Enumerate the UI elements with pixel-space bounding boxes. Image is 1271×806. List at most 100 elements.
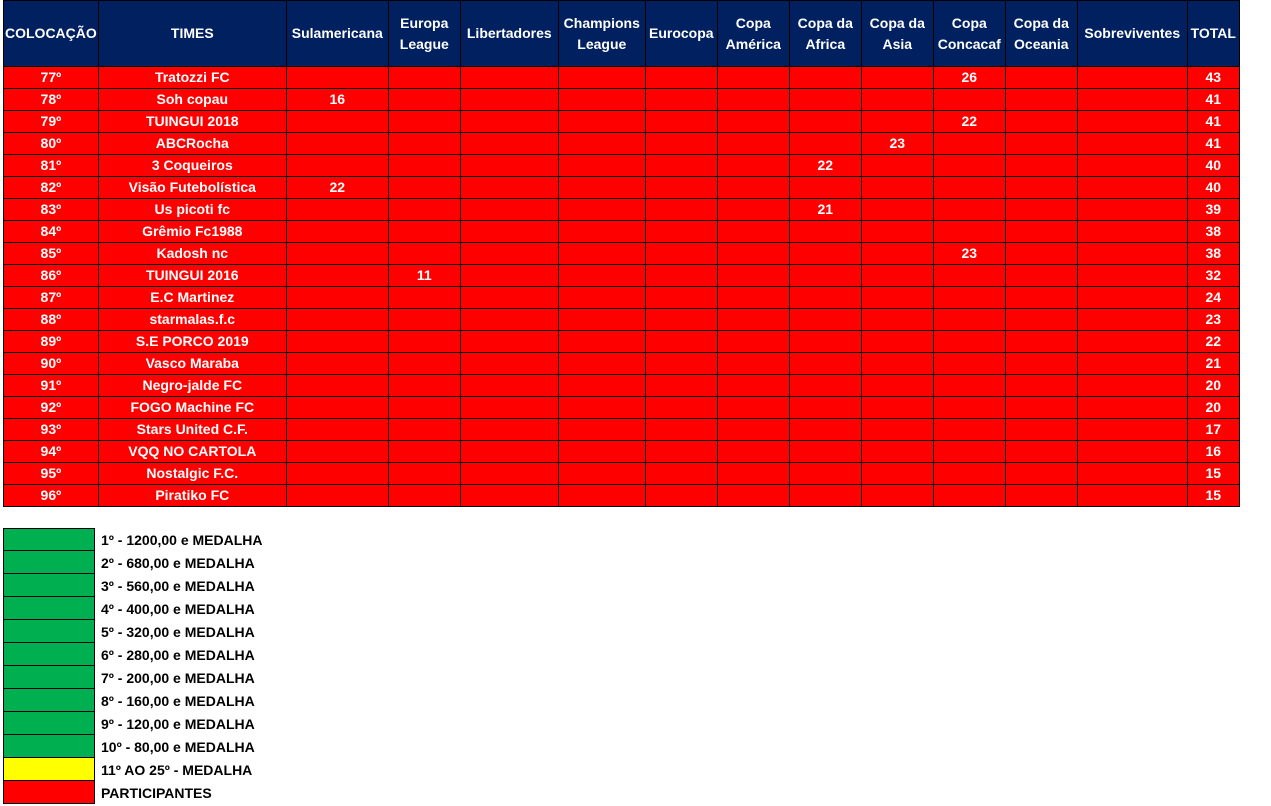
- cell-copa-da-africa: [788, 88, 862, 111]
- cell-eurocopa: [644, 110, 718, 133]
- cell-copa-america: [716, 88, 790, 111]
- cell-sobreviventes: [1076, 440, 1188, 463]
- cell-copa-concacaf: [932, 418, 1006, 441]
- cell-sobreviventes: [1076, 220, 1188, 243]
- cell-copa-concacaf: [932, 154, 1006, 177]
- legend-swatch: [3, 689, 95, 712]
- cell-copa-concacaf: [932, 264, 1006, 287]
- cell-times: ABCRocha: [97, 132, 287, 155]
- table-row: 77º Tratozzi FC 26 43: [3, 66, 1240, 89]
- table-row: 94º VQQ NO CARTOLA 16: [3, 440, 1240, 463]
- cell-champions-league: [557, 66, 646, 89]
- cell-europa-league: [387, 220, 461, 243]
- table-row: 95º Nostalgic F.C. 15: [3, 462, 1240, 485]
- cell-libertadores: [459, 176, 559, 199]
- cell-sulamericana: [285, 154, 389, 177]
- header-row: COLOCAÇÃO TIMES Sulamericana Europa League L…: [3, 0, 1240, 67]
- cell-copa-america: [716, 352, 790, 375]
- cell-copa-da-oceania: [1004, 308, 1078, 331]
- cell-copa-da-africa: 22: [788, 154, 862, 177]
- cell-sulamericana: [285, 242, 389, 265]
- cell-champions-league: [557, 330, 646, 353]
- cell-copa-america: [716, 484, 790, 507]
- cell-libertadores: [459, 462, 559, 485]
- cell-eurocopa: [644, 264, 718, 287]
- cell-copa-america: [716, 264, 790, 287]
- cell-libertadores: [459, 110, 559, 133]
- cell-copa-concacaf: [932, 440, 1006, 463]
- cell-eurocopa: [644, 440, 718, 463]
- cell-copa-da-africa: [788, 396, 862, 419]
- cell-libertadores: [459, 308, 559, 331]
- legend-label: 9º - 120,00 e MEDALHA: [101, 715, 255, 732]
- legend-item: 4º - 400,00 e MEDALHA: [3, 597, 263, 620]
- cell-copa-da-asia: [860, 374, 934, 397]
- cell-total: 41: [1186, 88, 1240, 111]
- cell-europa-league: [387, 88, 461, 111]
- cell-copa-america: [716, 374, 790, 397]
- cell-copa-concacaf: [932, 462, 1006, 485]
- cell-total: 38: [1186, 242, 1240, 265]
- cell-eurocopa: [644, 176, 718, 199]
- cell-copa-da-asia: [860, 418, 934, 441]
- cell-copa-concacaf: [932, 132, 1006, 155]
- cell-europa-league: [387, 176, 461, 199]
- legend-label: 5º - 320,00 e MEDALHA: [101, 623, 255, 640]
- legend-item: 10º - 80,00 e MEDALHA: [3, 735, 263, 758]
- cell-colocacao: 94º: [3, 440, 99, 463]
- cell-europa-league: [387, 154, 461, 177]
- cell-sulamericana: 22: [285, 176, 389, 199]
- cell-libertadores: [459, 484, 559, 507]
- cell-champions-league: [557, 132, 646, 155]
- cell-copa-da-africa: [788, 330, 862, 353]
- cell-colocacao: 92º: [3, 396, 99, 419]
- cell-eurocopa: [644, 330, 718, 353]
- cell-copa-concacaf: [932, 352, 1006, 375]
- cell-libertadores: [459, 264, 559, 287]
- cell-europa-league: [387, 396, 461, 419]
- cell-sobreviventes: [1076, 66, 1188, 89]
- cell-copa-america: [716, 220, 790, 243]
- cell-copa-da-oceania: [1004, 198, 1078, 221]
- legend-item: 6º - 280,00 e MEDALHA: [3, 643, 263, 666]
- cell-libertadores: [459, 154, 559, 177]
- legend-label: 8º - 160,00 e MEDALHA: [101, 692, 255, 709]
- cell-total: 40: [1186, 176, 1240, 199]
- cell-sulamericana: 16: [285, 88, 389, 111]
- cell-colocacao: 78º: [3, 88, 99, 111]
- legend-item: PARTICIPANTES: [3, 781, 263, 804]
- table-row: 80º ABCRocha 23 41: [3, 132, 1240, 155]
- cell-copa-da-asia: [860, 264, 934, 287]
- cell-colocacao: 93º: [3, 418, 99, 441]
- cell-colocacao: 90º: [3, 352, 99, 375]
- cell-copa-america: [716, 110, 790, 133]
- cell-champions-league: [557, 484, 646, 507]
- cell-eurocopa: [644, 88, 718, 111]
- legend-label: 4º - 400,00 e MEDALHA: [101, 600, 255, 617]
- table-row: 79º TUINGUI 2018 22 41: [3, 110, 1240, 133]
- cell-europa-league: [387, 110, 461, 133]
- cell-total: 24: [1186, 286, 1240, 309]
- cell-sulamericana: [285, 198, 389, 221]
- legend-swatch: [3, 551, 95, 574]
- cell-eurocopa: [644, 396, 718, 419]
- cell-copa-concacaf: [932, 88, 1006, 111]
- cell-sobreviventes: [1076, 308, 1188, 331]
- cell-europa-league: [387, 308, 461, 331]
- cell-sulamericana: [285, 110, 389, 133]
- cell-sobreviventes: [1076, 198, 1188, 221]
- column-header-copa-america: Copa América: [716, 0, 790, 67]
- cell-times: FOGO Machine FC: [97, 396, 287, 419]
- cell-colocacao: 88º: [3, 308, 99, 331]
- table-row: 82º Visão Futebolística 22 40: [3, 176, 1240, 199]
- cell-europa-league: [387, 352, 461, 375]
- cell-champions-league: [557, 308, 646, 331]
- cell-sulamericana: [285, 286, 389, 309]
- cell-copa-da-africa: [788, 352, 862, 375]
- table-row: 92º FOGO Machine FC 20: [3, 396, 1240, 419]
- cell-times: TUINGUI 2016: [97, 264, 287, 287]
- cell-sobreviventes: [1076, 352, 1188, 375]
- cell-sobreviventes: [1076, 154, 1188, 177]
- cell-champions-league: [557, 286, 646, 309]
- legend-item: 7º - 200,00 e MEDALHA: [3, 666, 263, 689]
